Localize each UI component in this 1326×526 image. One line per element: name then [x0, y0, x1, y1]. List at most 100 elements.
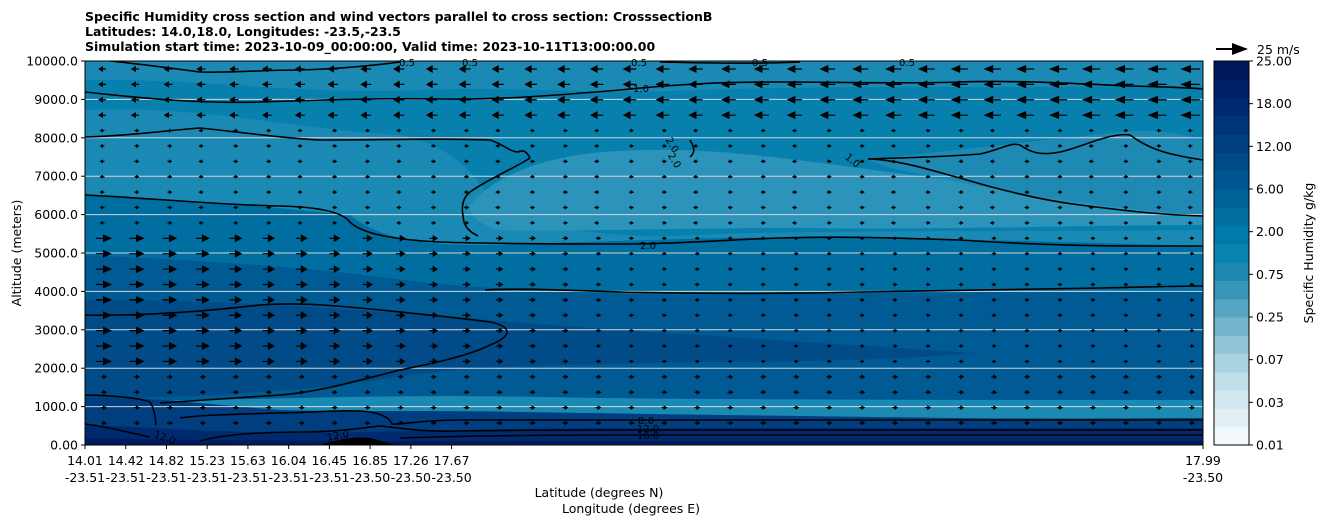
wind-arrow: [1156, 128, 1162, 133]
wind-arrow: [298, 420, 305, 426]
wind-arrow: [129, 280, 145, 289]
wind-arrow: [462, 358, 471, 365]
wind-arrow: [1123, 343, 1129, 349]
wind-arrow: [229, 357, 243, 366]
wind-arrow: [1081, 111, 1101, 120]
wind-arrow: [661, 128, 667, 133]
wind-arrow: [167, 159, 173, 164]
wind-arrow: [925, 159, 931, 164]
colorbar-swatch: [1214, 97, 1249, 117]
wind-arrow: [425, 80, 438, 89]
wind-arrow: [727, 389, 734, 395]
wind-arrow: [557, 111, 571, 120]
wind-arrow: [261, 96, 272, 104]
wind-arrow: [462, 281, 471, 288]
wind-arrow: [396, 205, 402, 210]
wind-arrow: [692, 190, 698, 195]
wind-arrow: [96, 357, 112, 366]
wind-arrow: [99, 220, 105, 226]
wind-arrow: [129, 342, 145, 351]
wind-arrow: [694, 359, 700, 364]
wind-arrow: [819, 111, 836, 120]
wind-arrow: [852, 95, 869, 104]
wind-arrow: [491, 95, 504, 104]
wind-arrow: [1123, 174, 1129, 179]
wind-arrow: [233, 159, 239, 164]
wind-arrow: [594, 190, 600, 195]
x-tick-label-latitude: 15.63: [230, 453, 266, 468]
wind-arrow: [395, 280, 406, 288]
wind-arrow: [958, 159, 964, 164]
wind-arrow: [892, 343, 898, 349]
wind-arrow: [661, 236, 667, 241]
wind-arrow: [463, 389, 470, 395]
wind-arrow: [890, 128, 896, 133]
wind-arrow: [195, 326, 210, 335]
wind-arrow: [196, 65, 206, 73]
wind-arrow: [1147, 111, 1167, 120]
wind-arrow: [925, 389, 932, 395]
wind-arrow: [229, 65, 239, 73]
wind-arrow: [791, 174, 797, 179]
wind-arrow: [629, 128, 635, 133]
wind-arrow: [661, 374, 668, 380]
wind-arrow: [826, 159, 832, 164]
wind-arrow: [925, 343, 931, 349]
wind-arrow: [96, 342, 112, 351]
wind-arrow: [1189, 420, 1195, 426]
colorbar-label: Specific Humidity g/kg: [1301, 183, 1316, 324]
wind-arrow: [229, 265, 243, 274]
wind-arrow: [393, 65, 405, 73]
wind-arrow: [859, 251, 865, 256]
wind-arrow: [96, 311, 112, 320]
wind-arrow: [991, 405, 998, 411]
wind-arrow: [1024, 128, 1030, 133]
wind-arrow: [167, 143, 173, 149]
wind-arrow: [464, 174, 470, 179]
wind-arrow: [694, 420, 701, 426]
wind-arrow: [297, 174, 303, 179]
wind-arrow: [429, 342, 439, 350]
wind-arrow: [562, 282, 569, 287]
wind-arrow: [629, 236, 635, 241]
wind-arrow: [859, 282, 865, 287]
wind-arrow: [721, 65, 736, 73]
wind-arrow: [365, 190, 371, 195]
wind-arrow: [859, 313, 865, 318]
wind-arrow: [1049, 65, 1068, 73]
wind-arrow: [1189, 389, 1195, 395]
wind-arrow: [397, 405, 404, 411]
wind-arrow: [989, 128, 995, 133]
wind-arrow: [167, 190, 173, 195]
wind-arrow: [1057, 174, 1063, 179]
x-tick-label-longitude: -23.51: [269, 470, 309, 485]
wind-arrow: [99, 159, 105, 164]
quiver-key: 25 m/s: [1216, 42, 1300, 57]
wind-arrow: [826, 236, 832, 241]
wind-arrow: [925, 251, 931, 256]
wind-arrow: [721, 95, 736, 104]
wind-arrow: [329, 357, 341, 366]
wind-arrow: [760, 190, 766, 195]
wind-arrow: [760, 420, 767, 426]
wind-arrow: [294, 96, 305, 104]
wind-arrow: [1187, 128, 1193, 133]
wind-arrow: [688, 111, 703, 120]
wind-arrow: [266, 220, 272, 226]
wind-arrow: [1024, 328, 1030, 333]
wind-arrow: [262, 311, 276, 320]
wind-arrow: [297, 159, 303, 164]
wind-arrow: [332, 190, 338, 195]
wind-arrow: [629, 313, 635, 318]
wind-arrow: [562, 328, 569, 334]
wind-arrow: [397, 374, 404, 380]
wind-arrow: [134, 128, 140, 133]
x-tick-label-latitude: 17.67: [434, 453, 470, 468]
wind-arrow: [1156, 389, 1163, 395]
wind-arrow: [396, 220, 402, 226]
wind-arrow: [297, 205, 303, 210]
contour-label: 0.5: [399, 58, 415, 69]
contour-label: 0.5: [899, 58, 915, 69]
wind-arrow: [495, 358, 504, 365]
wind-arrow: [892, 313, 898, 318]
